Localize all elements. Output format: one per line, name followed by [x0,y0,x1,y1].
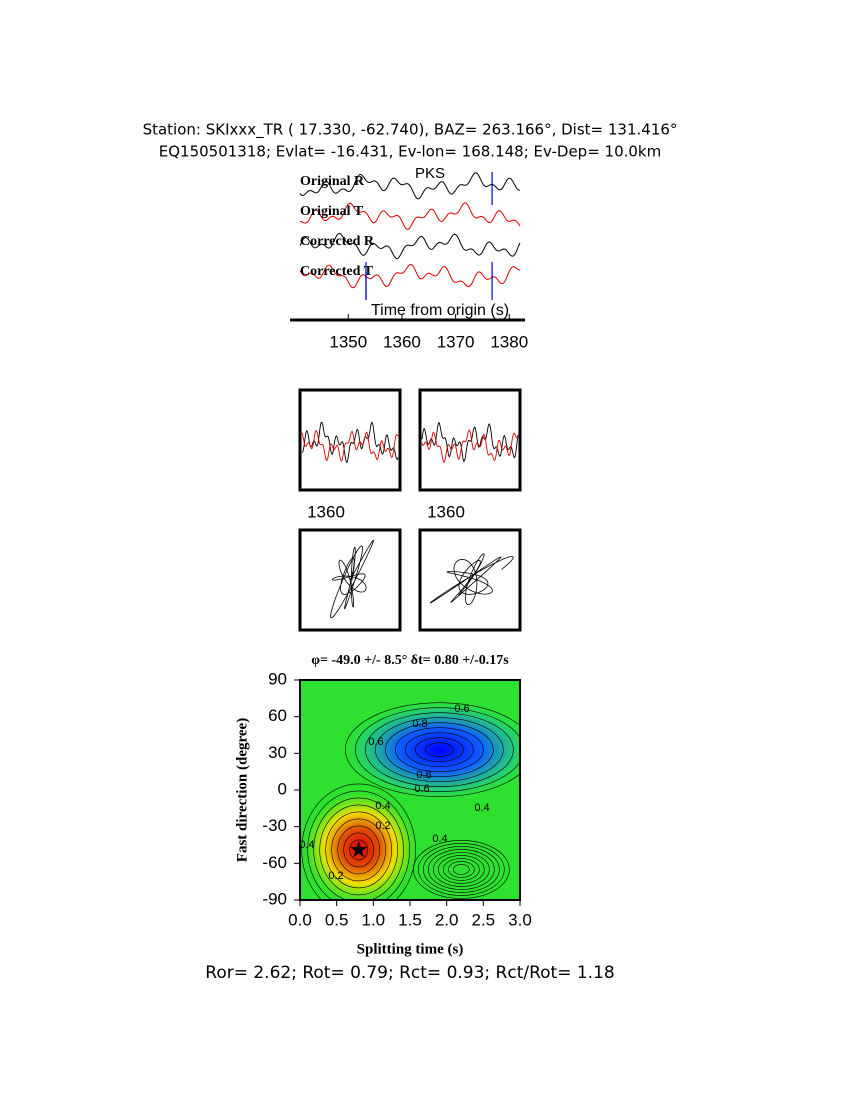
x-tick-label: 1350 [329,332,367,351]
window-frame [418,528,522,632]
waveform [299,232,521,260]
contour [331,818,386,882]
x-tick-label: 3.0 [508,910,532,929]
waveform [299,202,521,230]
contour [453,864,470,875]
contour [448,861,475,878]
x-tick-label: 1360 [383,332,421,351]
x-tick-label: 2.5 [472,910,496,929]
contour [425,742,454,757]
contour-label: 0.8 [412,718,427,730]
window-frame [418,388,522,492]
contour [438,855,485,884]
trace-label: Original T [300,204,364,219]
best-fit-star [350,840,368,858]
x-tick-label: 1360 [307,502,345,521]
x-tick-label: 1370 [437,332,475,351]
contour [375,717,504,782]
phase-label: PKS [415,165,445,182]
y-tick-label: -30 [262,816,287,835]
contour-label: 0.6 [414,783,429,795]
waveform [421,429,519,463]
contour [433,852,490,887]
y-tick-label: -90 [262,889,287,908]
contour [307,790,410,900]
x-tick-label: 1360 [427,502,465,521]
contour-label: 0.8 [416,769,431,781]
contour [385,722,494,777]
y-tick-label: 30 [268,743,287,762]
particle-motion [429,553,514,605]
y-tick-label: 60 [268,706,287,725]
contour [313,797,404,900]
grid-surface [300,680,520,900]
contour-label: 0.4 [474,802,489,814]
waveform [301,421,399,464]
waveform [421,422,519,462]
contour [405,732,474,767]
contour [301,783,416,900]
contour-label: 0.4 [375,800,390,812]
contour [349,839,368,861]
x-axis-label: Splitting time (s) [357,941,464,957]
contour [418,843,505,896]
y-tick-label: 90 [268,669,287,688]
contour-label: 0.2 [375,820,390,832]
trace-label: Corrected T [300,264,374,279]
y-axis-label: Fast direction (degree) [234,718,250,862]
particle-motion [330,539,374,619]
contour [337,825,380,875]
contour-label: 0.4 [299,839,314,851]
contour [428,849,495,890]
contour [319,804,398,896]
contour [395,727,484,772]
waveform [301,429,399,462]
grid-axes: 0.0 0.5 1.0 1.5 2.0 2.5 3.0 -90 -60 -30 0 30 60 90 0.6… [262,669,531,929]
contour [325,811,392,889]
trace-label: Corrected R [300,234,375,249]
minimum-region [345,700,520,800]
x-axis-label: Time from origin (s) [371,302,509,319]
contour [413,840,510,899]
contour [365,712,514,787]
contour-label: 0.4 [432,833,447,845]
x-tick-label: 1380 [490,332,528,351]
contour [423,846,500,893]
contour [355,707,520,792]
x-tick-label: 1.5 [398,910,422,929]
window-panels: 1360 1360 [298,388,522,632]
window-frame [298,388,402,492]
contour [343,832,374,868]
y-tick-label: -60 [262,853,287,872]
contour-label: 0.6 [454,703,469,715]
contour-label: 0.2 [328,870,343,882]
waveform [299,172,521,200]
contour-label: 0.6 [368,736,383,748]
x-tick-label: 0.5 [325,910,349,929]
footer: Ror= 2.62; Rot= 0.79; Rct= 0.93; Rct/Rot… [205,963,614,983]
contours [301,702,520,900]
contour [443,858,480,881]
x-tick-label: 1.0 [362,910,386,929]
trace-panel: Original R Original T Corrected R Corrected… [299,165,528,351]
grid-title: φ= -49.0 +/- 8.5° δt= 0.80 +/-0.17s [311,653,509,668]
y-tick-label: 0 [278,779,287,798]
window-frame [298,528,402,632]
header-line: Station: SKIxxx_TR ( 17.330, -62.740), B… [143,121,678,140]
header-line: EQ150501318; Evlat= -16.431, Ev-lon= 168… [159,143,661,161]
contour [415,737,464,762]
waveform [299,263,521,289]
x-tick-label: 0.0 [288,910,312,929]
contour [345,702,520,797]
trace-label: Original R [300,174,365,189]
x-tick-label: 2.0 [435,910,459,929]
